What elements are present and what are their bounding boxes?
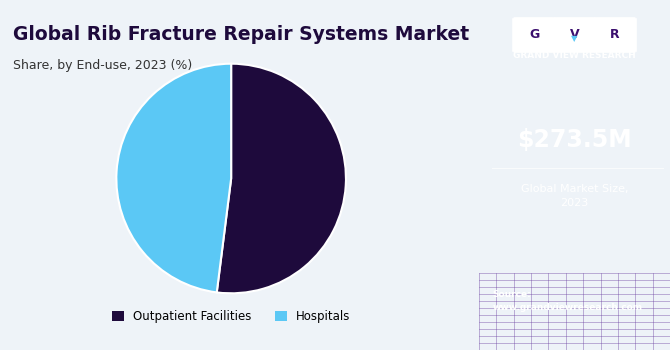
Text: V: V: [570, 28, 580, 42]
Text: ▼: ▼: [572, 34, 578, 43]
Text: R: R: [610, 28, 620, 42]
Text: Global Rib Fracture Repair Systems Market: Global Rib Fracture Repair Systems Marke…: [13, 25, 470, 43]
Text: G: G: [529, 28, 539, 42]
Text: $273.5M: $273.5M: [517, 128, 632, 152]
Legend: Outpatient Facilities, Hospitals: Outpatient Facilities, Hospitals: [107, 305, 355, 328]
Wedge shape: [117, 64, 231, 292]
Wedge shape: [217, 64, 346, 293]
Text: Global Market Size,
2023: Global Market Size, 2023: [521, 184, 628, 208]
Text: Source:
www.grandviewresearch.com: Source: www.grandviewresearch.com: [492, 290, 643, 312]
Text: Share, by End-use, 2023 (%): Share, by End-use, 2023 (%): [13, 60, 193, 72]
Text: GRAND VIEW RESEARCH: GRAND VIEW RESEARCH: [513, 51, 636, 61]
